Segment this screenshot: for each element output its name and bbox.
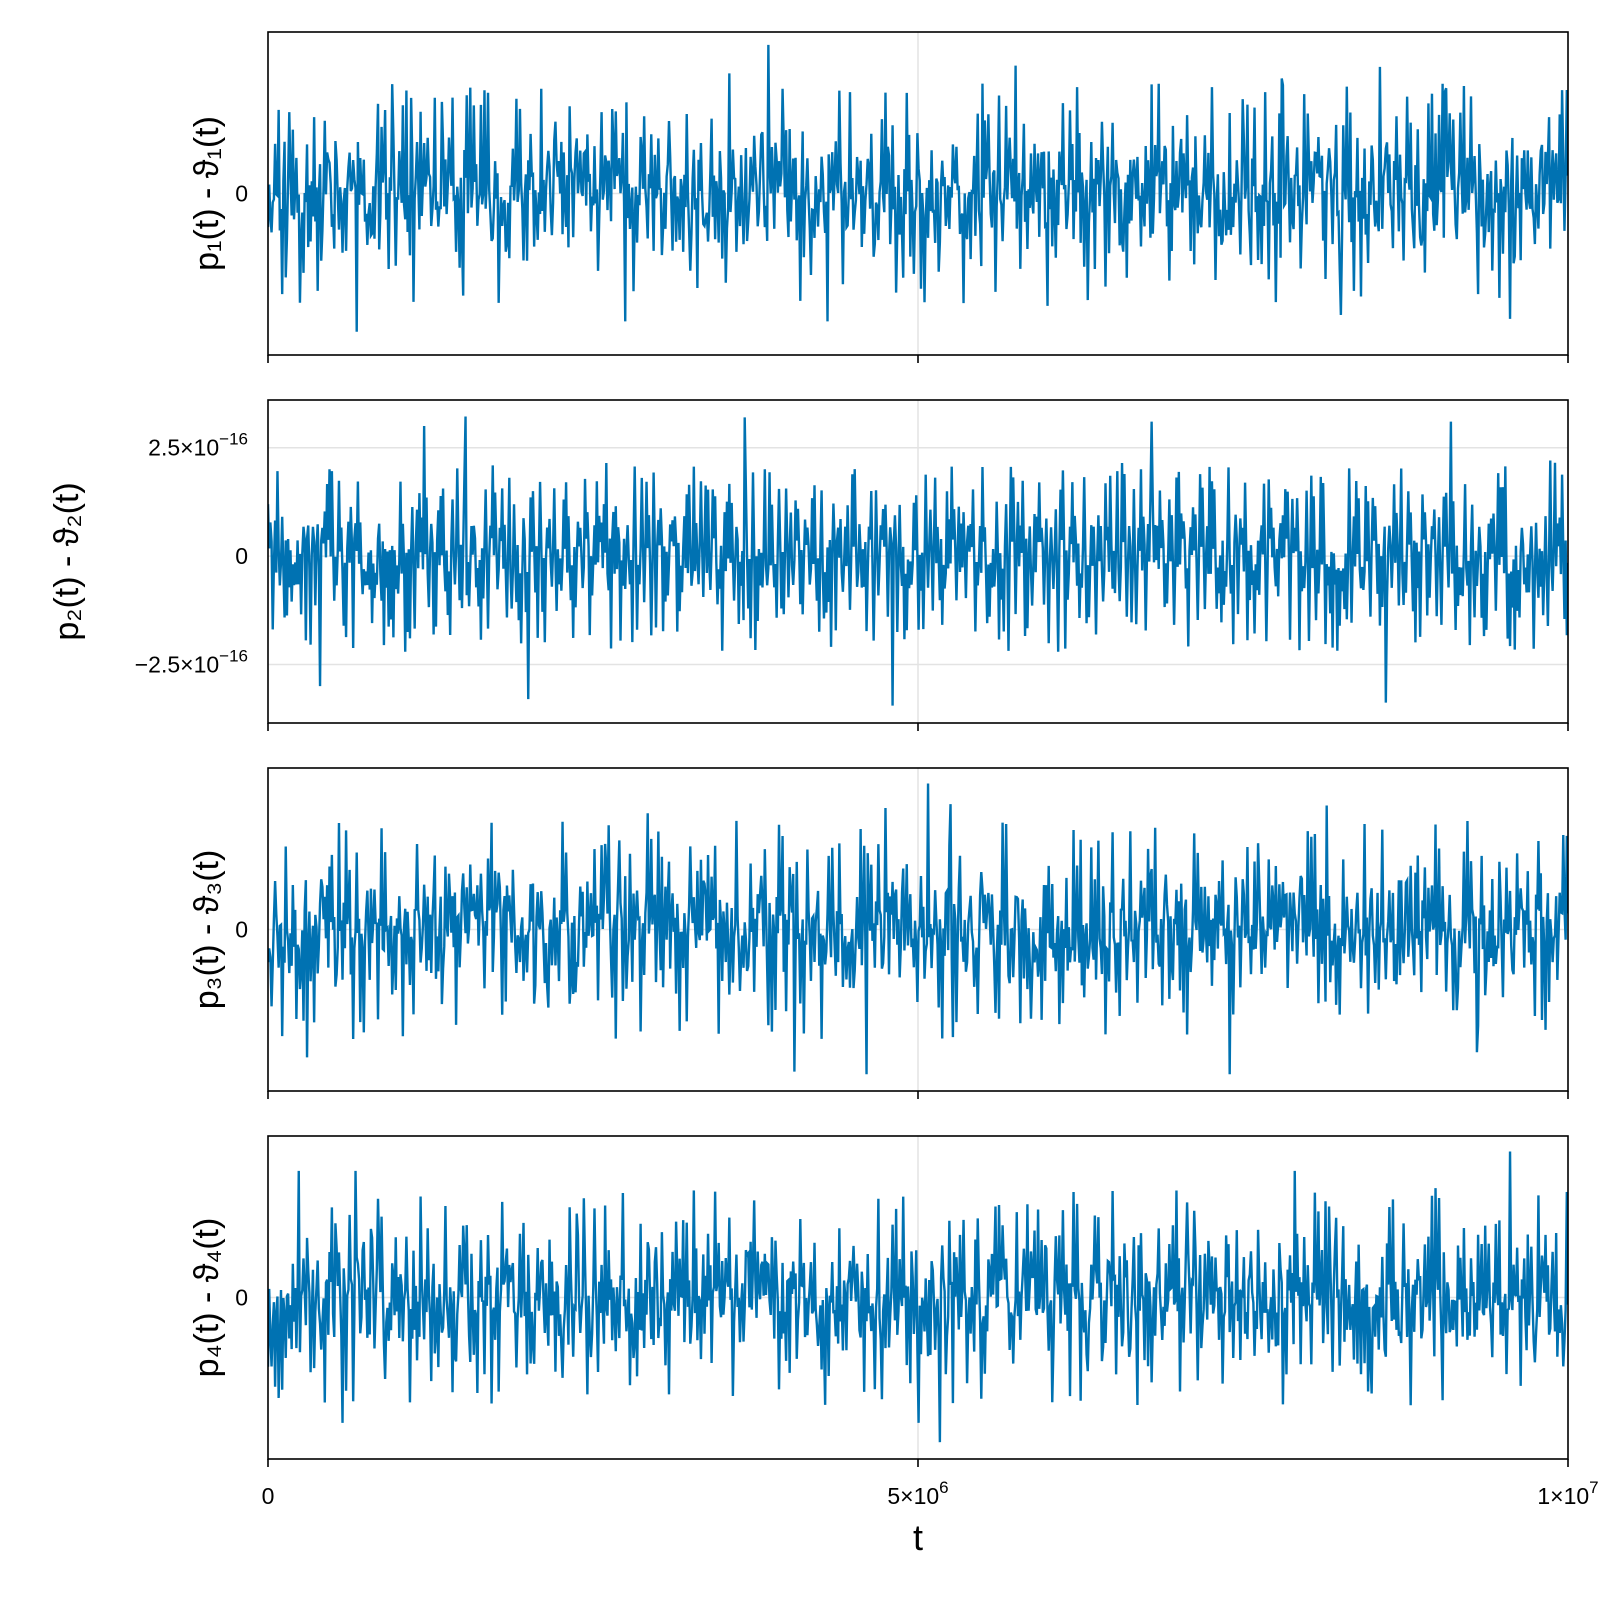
series-line <box>268 44 1568 332</box>
subplot-3: 0 p₃(t) - ϑ₃(t) <box>188 767 1569 1099</box>
y-tick-label: 0 <box>235 181 248 207</box>
subplot-1: 0 p₁(t) - ϑ₁(t) <box>188 31 1569 363</box>
x-tick-label: 5×106 <box>887 1478 948 1509</box>
series-line <box>268 416 1568 706</box>
y-axis-label: p₃(t) - ϑ₃(t) <box>188 850 226 1010</box>
y-axis-label: p₂(t) - ϑ₂(t) <box>48 482 86 640</box>
x-tick-label: 1×107 <box>1537 1478 1598 1509</box>
y-tick-label: 2.5×10−16 <box>148 430 248 461</box>
series-line <box>268 1151 1568 1443</box>
y-tick-label: 0 <box>235 917 248 943</box>
x-tick-label: 0 <box>262 1483 275 1509</box>
y-axis-label: p₁(t) - ϑ₁(t) <box>188 116 226 271</box>
subplot-2: 2.5×10−16 0 −2.5×10−16 p₂(t) - ϑ₂(t) <box>48 399 1569 731</box>
y-tick-label: −2.5×10−16 <box>135 646 248 677</box>
y-tick-label: 0 <box>235 1285 248 1311</box>
y-tick-label: 0 <box>235 543 248 569</box>
y-axis-label: p₄(t) - ϑ₄(t) <box>188 1218 226 1378</box>
subplot-4: 0 p₄(t) - ϑ₄(t) 0 5×106 1×107 t <box>188 1135 1599 1558</box>
series-line <box>268 783 1568 1075</box>
x-axis-label: t <box>913 1517 923 1558</box>
